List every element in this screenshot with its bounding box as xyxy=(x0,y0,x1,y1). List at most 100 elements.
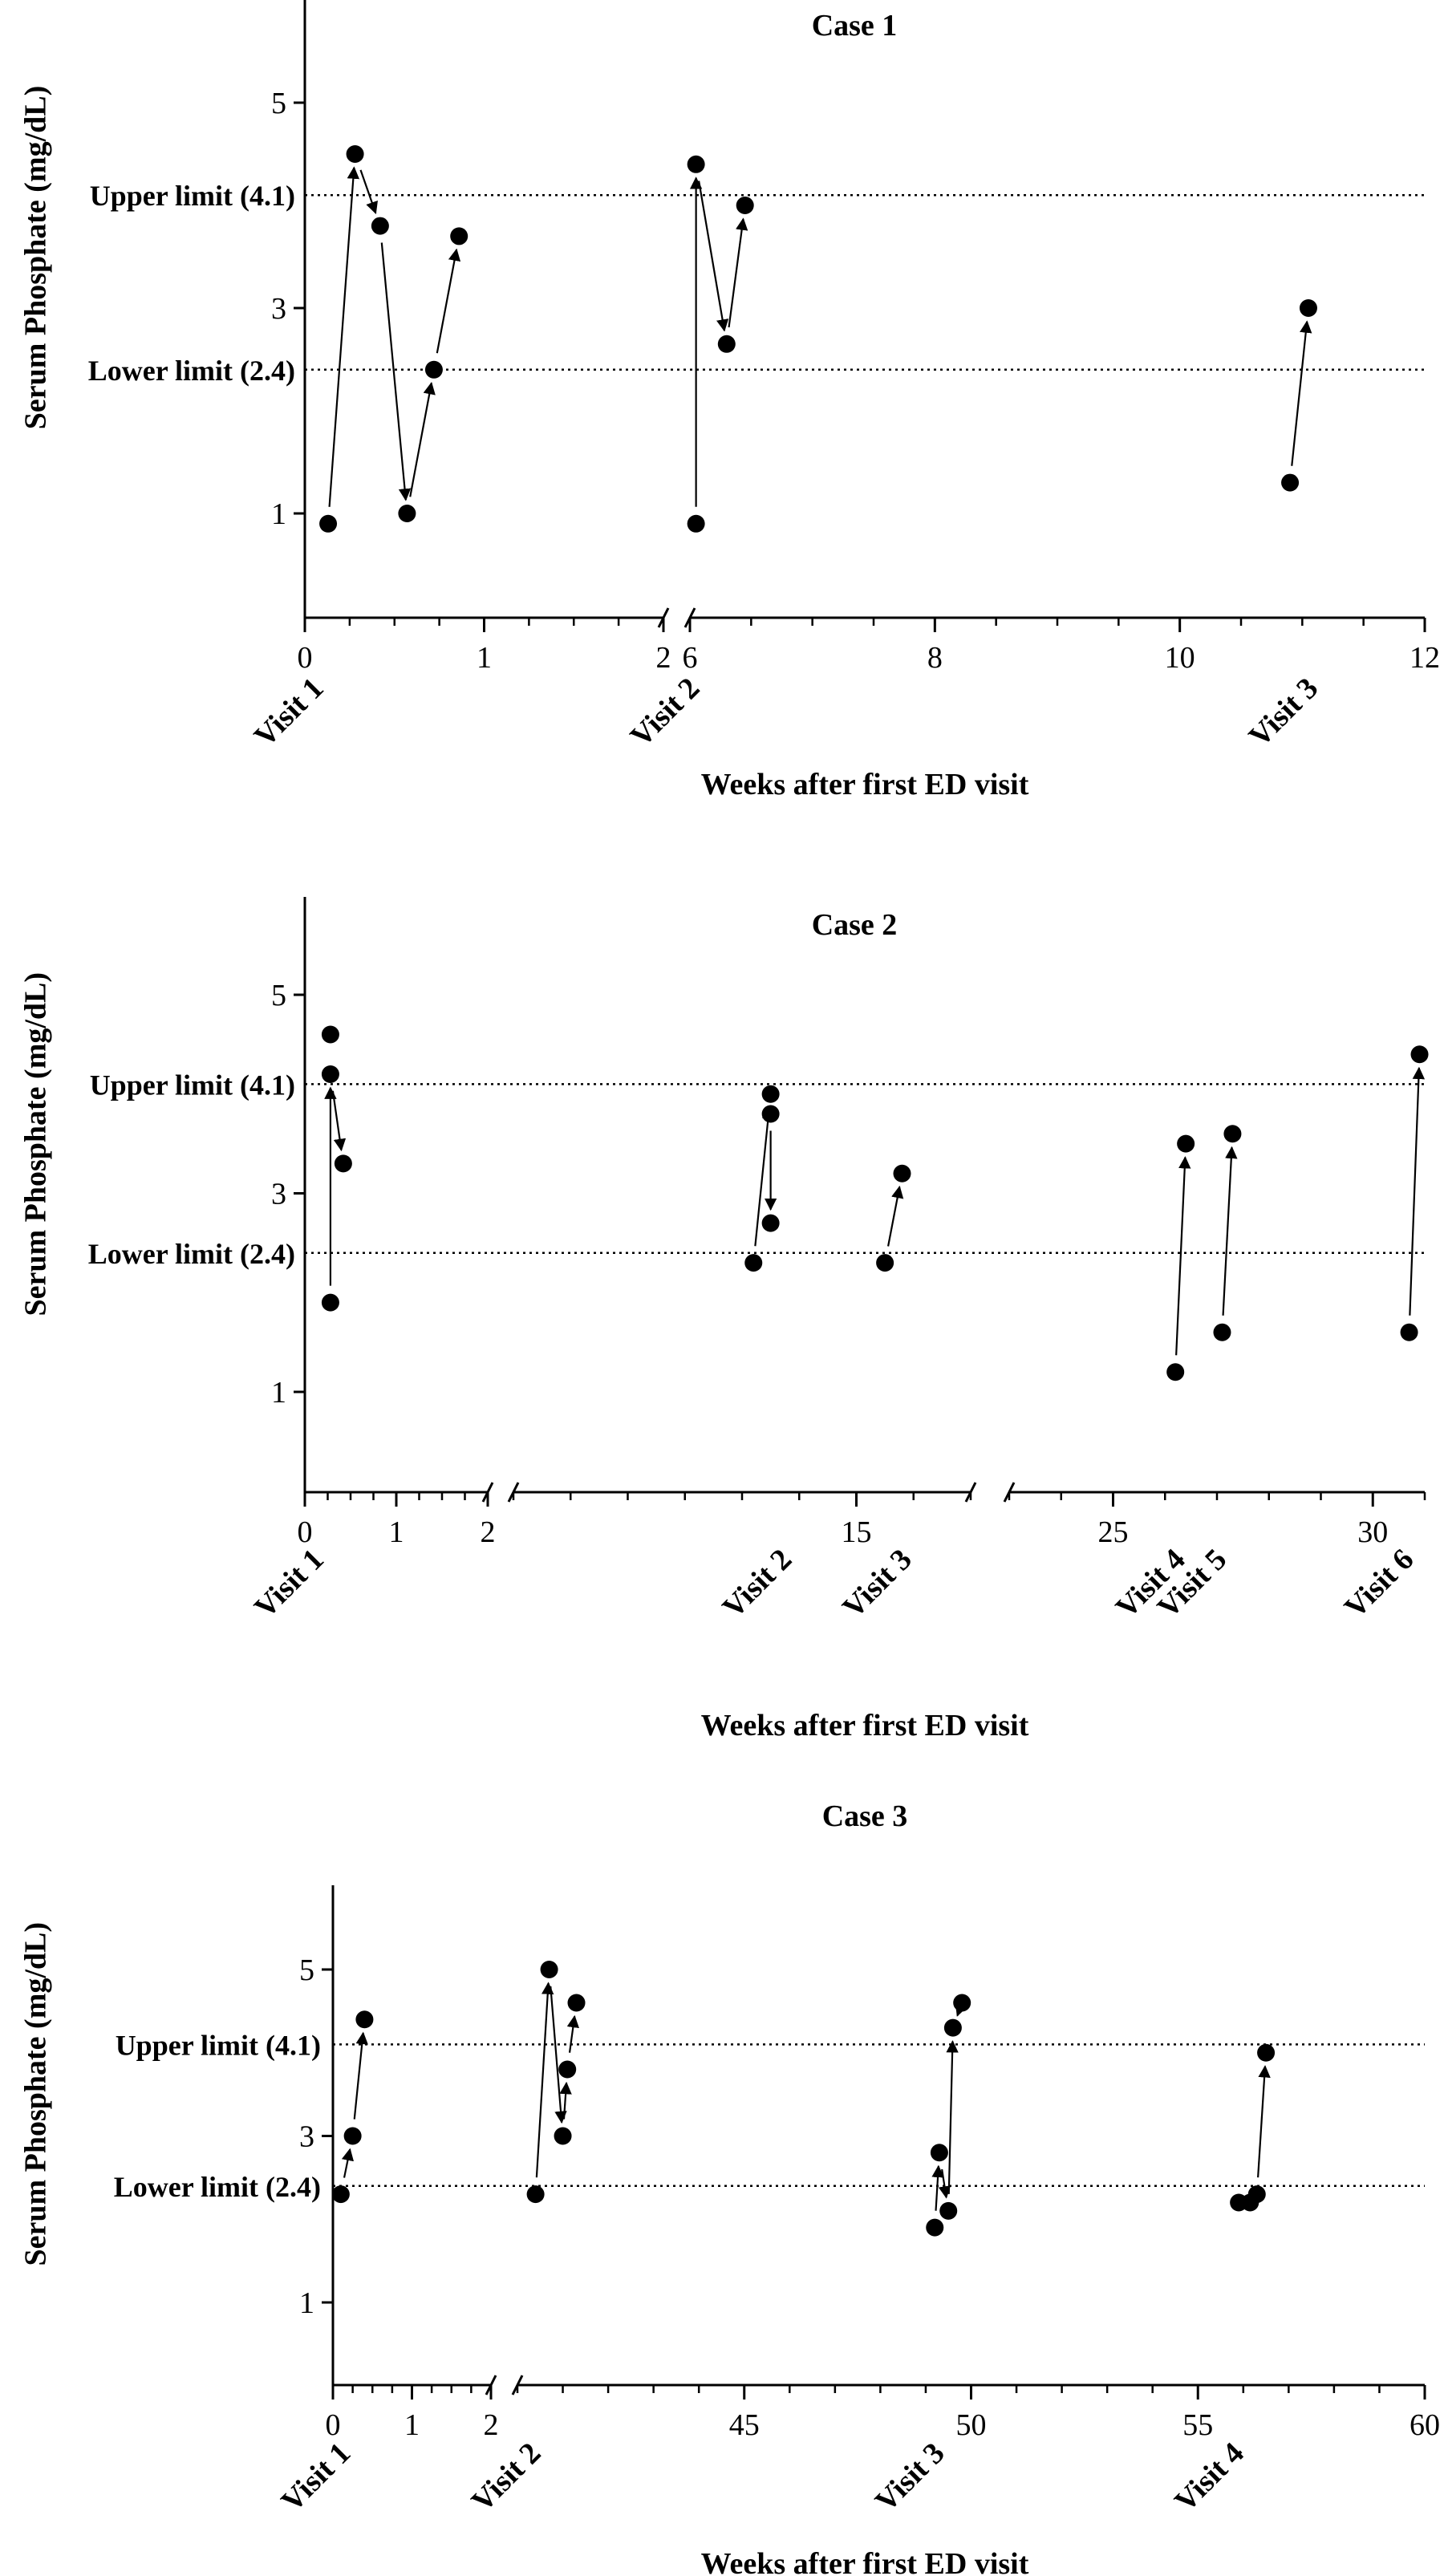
data-point xyxy=(943,2018,962,2037)
x-tick-label: 2 xyxy=(481,1515,496,1549)
data-point xyxy=(1247,2185,1266,2204)
case-panel-3: Case 3 1 3 5 Serum Phosphate (mg/dL) Upper li… xyxy=(18,1799,1440,2576)
visit-label: Visit 2 xyxy=(716,1543,799,1625)
y-tick-label: 1 xyxy=(299,2286,314,2320)
data-point xyxy=(939,2201,958,2220)
data-point xyxy=(736,197,754,214)
y-tick-label: 5 xyxy=(271,979,286,1012)
visit-label: Visit 4 xyxy=(1168,2436,1251,2519)
y-tick-label: 3 xyxy=(271,1178,286,1211)
x-tick-label: 0 xyxy=(298,641,313,675)
trend-arrow xyxy=(341,2148,355,2178)
x-tick-label: 55 xyxy=(1182,2408,1213,2442)
data-point xyxy=(744,1254,763,1272)
visit-label: Visit 2 xyxy=(624,671,707,754)
data-point xyxy=(1213,1323,1231,1341)
data-point xyxy=(717,335,736,353)
x-tick-label: 30 xyxy=(1357,1515,1388,1549)
visit-label: Visit 3 xyxy=(836,1543,919,1625)
data-point xyxy=(424,360,443,379)
x-tick-label: 50 xyxy=(956,2408,987,2442)
data-point xyxy=(761,1105,780,1123)
data-point xyxy=(334,1154,352,1173)
trend-arrow xyxy=(1291,320,1312,466)
data-point xyxy=(321,1025,339,1044)
data-point xyxy=(331,2185,350,2204)
data-point xyxy=(1299,299,1317,317)
visit-label: Visit 1 xyxy=(248,1543,331,1625)
data-point xyxy=(321,1293,339,1312)
y-axis-title: Serum Phosphate (mg/dL) xyxy=(18,1922,52,2266)
x-tick-label: 12 xyxy=(1410,641,1440,675)
data-point xyxy=(1281,473,1300,492)
data-point xyxy=(687,514,705,533)
x-tick-label: 15 xyxy=(842,1515,872,1549)
y-tick-label: 5 xyxy=(299,1953,314,1987)
trend-arrow xyxy=(566,2014,579,2053)
data-point xyxy=(761,1214,780,1232)
visit-label: Visit 6 xyxy=(1338,1543,1421,1625)
trend-arrow xyxy=(931,2164,944,2211)
trend-arrow xyxy=(887,1185,904,1247)
data-point xyxy=(1166,1363,1185,1381)
reference-line-label: Lower limit (2.4) xyxy=(88,1238,295,1270)
case-panel-1: Case 1 1 3 5 Serum Phosphate (mg/dL) Upper li… xyxy=(18,0,1440,801)
data-point xyxy=(321,1065,339,1083)
data-point xyxy=(355,2010,374,2029)
data-point xyxy=(371,217,389,235)
chart-title: Case 3 xyxy=(822,1799,908,1833)
trend-arrow xyxy=(955,2002,967,2017)
trend-arrow xyxy=(728,217,748,328)
x-axis-title: Weeks after first ED visit xyxy=(701,2547,1029,2576)
trend-arrow xyxy=(946,2040,959,2194)
data-point xyxy=(687,155,705,173)
data-point xyxy=(1410,1045,1429,1064)
reference-line-label: Upper limit (4.1) xyxy=(116,2029,321,2061)
trend-arrow xyxy=(380,242,412,501)
trend-arrow xyxy=(328,166,360,507)
data-point xyxy=(1400,1323,1418,1341)
x-tick-label: 1 xyxy=(477,641,492,675)
data-point xyxy=(953,1994,971,2012)
y-axis-title: Serum Phosphate (mg/dL) xyxy=(18,86,52,430)
y-tick-label: 3 xyxy=(299,2120,314,2154)
x-tick-label: 2 xyxy=(484,2408,499,2442)
data-point xyxy=(876,1254,894,1272)
trend-arrow xyxy=(409,381,436,497)
x-tick-label: 8 xyxy=(927,641,943,675)
trend-arrow xyxy=(1257,2065,1271,2178)
trend-arrow xyxy=(436,248,461,354)
data-point xyxy=(1177,1134,1195,1153)
x-axis-title: Weeks after first ED visit xyxy=(701,768,1029,801)
trend-arrow xyxy=(559,2081,572,2120)
trend-arrow xyxy=(535,1982,554,2178)
visit-label: Visit 2 xyxy=(465,2436,548,2519)
data-point xyxy=(346,145,364,163)
data-point xyxy=(926,2218,944,2237)
y-tick-label: 3 xyxy=(271,292,286,326)
reference-line-label: Upper limit (4.1) xyxy=(90,1069,295,1101)
x-tick-label: 1 xyxy=(389,1515,404,1549)
data-point xyxy=(761,1085,780,1103)
y-tick-label: 1 xyxy=(271,497,286,531)
data-point xyxy=(554,2127,572,2145)
trend-arrow xyxy=(550,1986,567,2124)
x-tick-label: 0 xyxy=(298,1515,313,1549)
data-point xyxy=(343,2127,362,2145)
x-tick-label: 10 xyxy=(1165,641,1195,675)
y-tick-label: 5 xyxy=(271,87,286,120)
trend-arrow xyxy=(1222,1146,1238,1316)
reference-line-label: Lower limit (2.4) xyxy=(114,2171,321,2203)
data-point xyxy=(558,2060,577,2079)
visit-label: Visit 1 xyxy=(275,2436,358,2519)
data-point xyxy=(1223,1125,1242,1143)
data-point xyxy=(450,227,468,245)
x-axis-title: Weeks after first ED visit xyxy=(701,1709,1029,1742)
data-point xyxy=(930,2144,948,2162)
x-tick-label: 25 xyxy=(1098,1515,1129,1549)
trend-arrow xyxy=(938,2168,951,2199)
x-tick-label: 60 xyxy=(1410,2408,1440,2442)
x-tick-label: 0 xyxy=(326,2408,341,2442)
x-tick-label: 6 xyxy=(683,641,698,675)
